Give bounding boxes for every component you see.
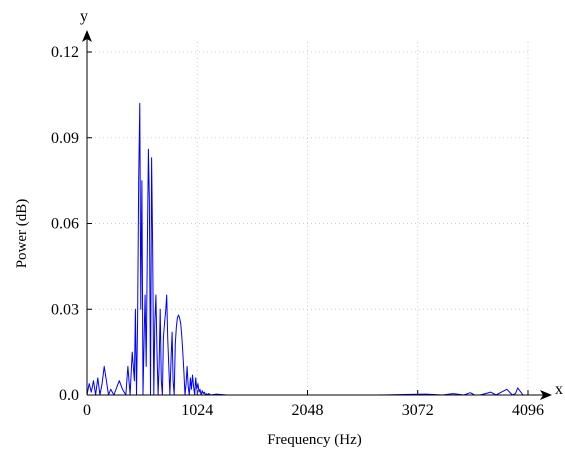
y-tick-label: 0.03 <box>51 301 79 318</box>
y-tick-label: 0.0 <box>59 387 79 404</box>
x-axis-letter: x <box>555 381 563 398</box>
y-tick-label: 0.12 <box>51 44 79 61</box>
y-tick-label: 0.06 <box>51 216 79 233</box>
y-axis-title: Power (dB) <box>14 199 30 269</box>
y-axis-letter: y <box>80 8 88 25</box>
grid-lines <box>87 42 529 395</box>
x-tick-label: 1024 <box>181 402 213 419</box>
x-tick-label: 3072 <box>402 402 434 419</box>
y-axis-arrowhead <box>82 30 92 42</box>
axes <box>82 30 552 400</box>
series-line <box>86 102 528 396</box>
y-tick-label: 0.09 <box>51 130 79 147</box>
series-layer <box>86 102 528 396</box>
x-tick-label: 2048 <box>292 402 324 419</box>
x-tick-label: 4096 <box>512 402 544 419</box>
x-tick-label: 0 <box>83 402 91 419</box>
x-axis-title: Frequency (Hz) <box>267 432 362 448</box>
ticks: 0 1024 2048 3072 4096 0.0 0.03 0.06 0.09 0.12 <box>51 44 544 419</box>
x-axis-arrowhead <box>540 390 552 400</box>
